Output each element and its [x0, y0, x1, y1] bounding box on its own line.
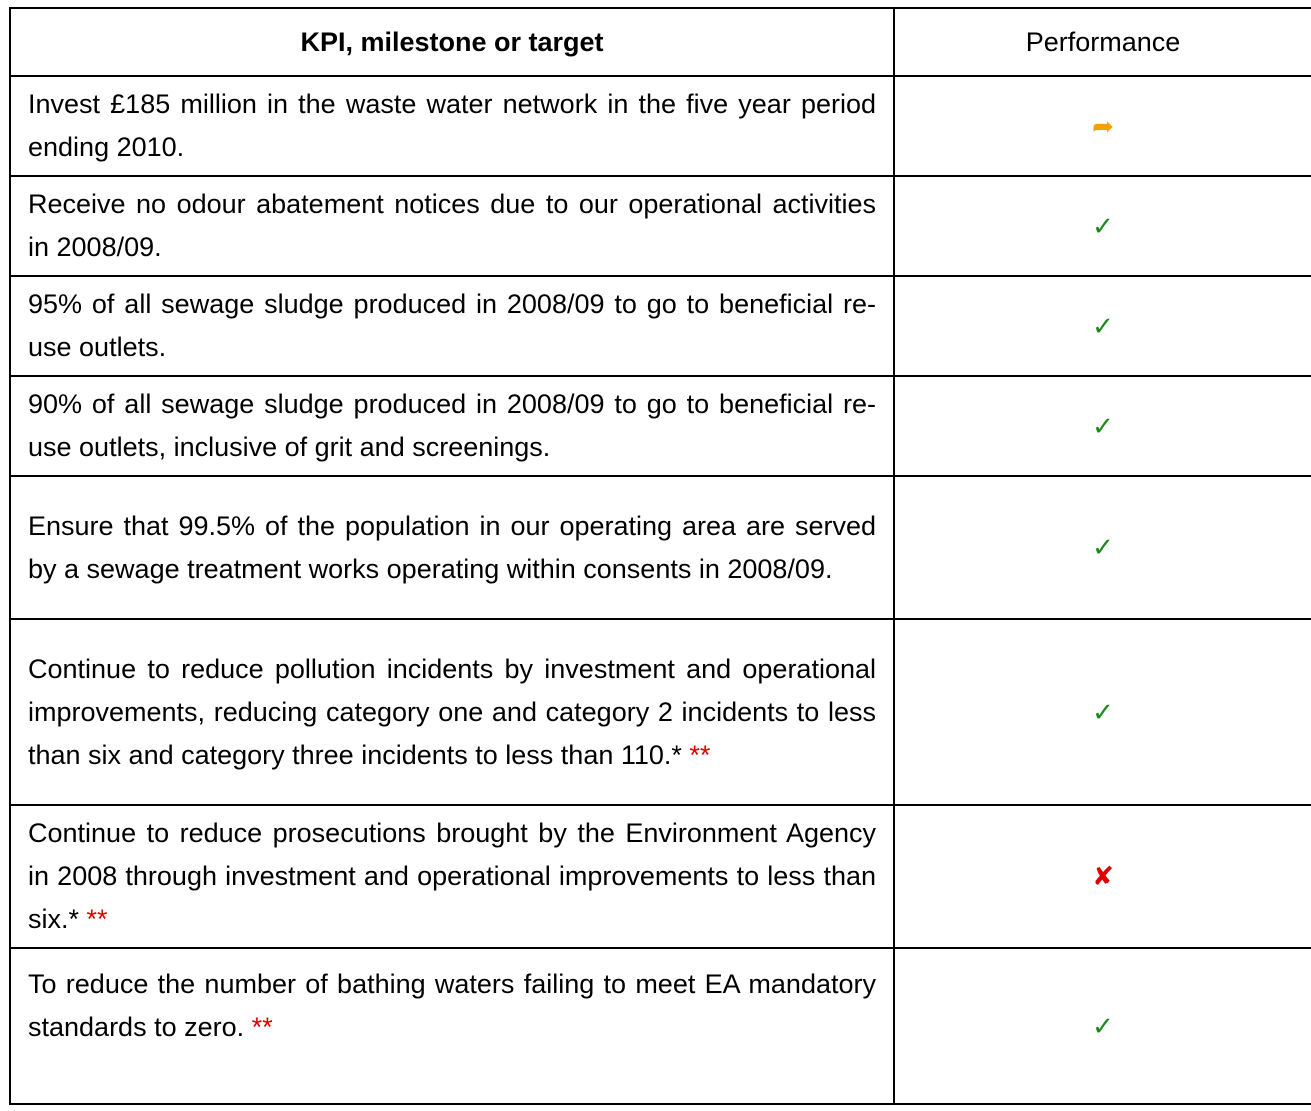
- header-cell: KPI, milestone or target: [9, 7, 895, 77]
- kpi-note: **: [86, 904, 108, 934]
- table-row: Receive no odour abatement notices due t…: [9, 175, 1311, 277]
- table-row: To reduce the number of bathing waters f…: [9, 947, 1311, 1105]
- status-cell: ✓: [893, 947, 1311, 1105]
- kpi-cell: Continue to reduce prosecutions brought …: [9, 804, 895, 949]
- kpi-text: Continue to reduce pollution incidents b…: [28, 653, 876, 770]
- kpi-text: 90% of all sewage sludge produced in 200…: [28, 389, 876, 462]
- status-icon: ✓: [1092, 310, 1114, 341]
- kpi-text: Continue to reduce prosecutions brought …: [28, 818, 876, 934]
- kpi-cell: Invest £185 million in the waste water n…: [9, 75, 895, 177]
- table-row: Ensure that 99.5% of the population in o…: [9, 475, 1311, 620]
- status-cell: ✘: [893, 804, 1311, 949]
- kpi-cell: 90% of all sewage sludge produced in 200…: [9, 375, 895, 477]
- status-cell: ✓: [893, 618, 1311, 806]
- table-row: 90% of all sewage sludge produced in 200…: [9, 375, 1311, 477]
- status-cell: ✓: [893, 375, 1311, 477]
- table-row: Invest £185 million in the waste water n…: [9, 75, 1311, 177]
- status-icon: ✓: [1092, 696, 1114, 727]
- kpi-cell: Ensure that 99.5% of the population in o…: [9, 475, 895, 620]
- status-icon: ✓: [1092, 1010, 1114, 1041]
- table-row: Continue to reduce pollution incidents b…: [9, 618, 1311, 806]
- kpi-text: To reduce the number of bathing waters f…: [28, 969, 876, 1042]
- status-cell: ✓: [893, 175, 1311, 277]
- kpi-note: **: [689, 739, 711, 770]
- kpi-table: KPI, milestone or target Performance Inv…: [9, 7, 1311, 1105]
- kpi-cell: Receive no odour abatement notices due t…: [9, 175, 895, 277]
- status-icon: ✓: [1092, 410, 1114, 441]
- kpi-note: **: [251, 1012, 273, 1042]
- table-body: Invest £185 million in the waste water n…: [9, 75, 1311, 1105]
- kpi-cell: Continue to reduce pollution incidents b…: [9, 618, 895, 806]
- status-icon: ✓: [1092, 532, 1114, 562]
- kpi-text: 95% of all sewage sludge produced in 200…: [28, 289, 876, 362]
- status-icon: ✘: [1092, 861, 1114, 891]
- table-row: 95% of all sewage sludge produced in 200…: [9, 275, 1311, 377]
- kpi-text: Ensure that 99.5% of the population in o…: [28, 510, 876, 584]
- status-icon: ➦: [1092, 110, 1114, 141]
- status-icon: ✓: [1092, 210, 1114, 241]
- table-row: Continue to reduce prosecutions brought …: [9, 804, 1311, 949]
- status-cell: ✓: [893, 275, 1311, 377]
- header-row: KPI, milestone or target Performance: [9, 7, 1311, 77]
- status-cell: ✓: [893, 475, 1311, 620]
- kpi-cell: To reduce the number of bathing waters f…: [9, 947, 895, 1105]
- status-cell: ➦: [893, 75, 1311, 177]
- kpi-cell: 95% of all sewage sludge produced in 200…: [9, 275, 895, 377]
- header-cell: Performance: [893, 7, 1311, 77]
- kpi-text: Invest £185 million in the waste water n…: [28, 89, 876, 162]
- kpi-text: Receive no odour abatement notices due t…: [28, 189, 876, 262]
